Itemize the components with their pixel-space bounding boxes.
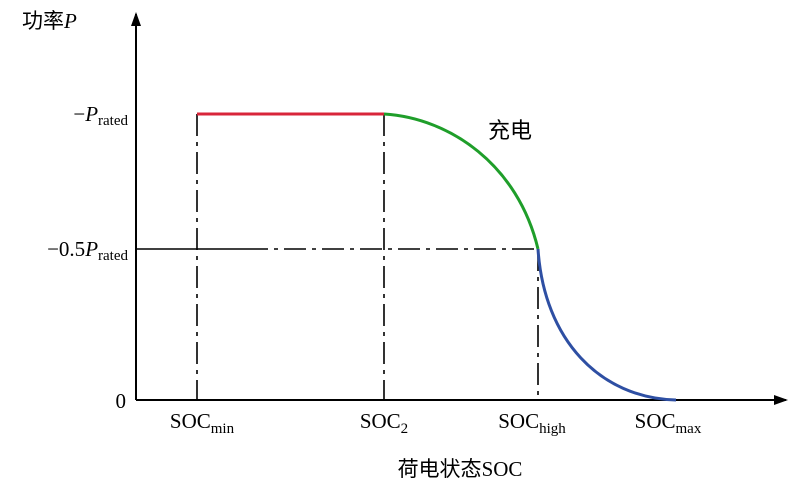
y-axis-title: 功率P (22, 9, 77, 33)
x-tick-soc-high: SOChigh (498, 409, 566, 437)
charging-annotation: 充电 (488, 119, 532, 144)
y-tick-zero: 0 (116, 389, 127, 413)
x-tick-soc-min: SOCmin (170, 409, 235, 437)
x-tick-soc-2: SOC2 (360, 409, 408, 437)
y-tick-rated: −Prated (73, 102, 128, 129)
x-axis-title: 荷电状态SOC (398, 457, 523, 481)
y-tick-half-rated: −0.5Prated (47, 237, 128, 264)
power-decline-segment (383, 112, 540, 250)
x-tick-soc-max: SOCmax (635, 409, 702, 437)
power-tail-segment (536, 248, 677, 402)
